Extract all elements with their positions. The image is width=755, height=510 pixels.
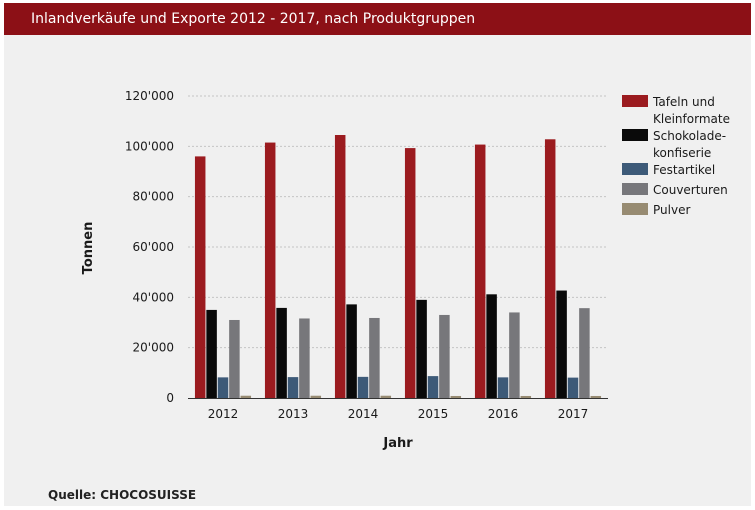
y-tick-label: 100'000 [125, 139, 174, 153]
bar-festartikel-2012 [217, 377, 229, 398]
bar-pulver-2017 [590, 395, 602, 398]
bar-festartikel-2016 [497, 377, 509, 398]
chart-panel [4, 3, 751, 506]
legend-item: Schokolade-konfiserie [622, 129, 726, 160]
y-tick-label: 80'000 [133, 190, 174, 204]
legend-label: Pulver [653, 203, 690, 217]
x-axis-ticks: 2012 2013 2014 2015 2016 2017 [208, 407, 589, 421]
bar-couverturen-2016 [509, 312, 520, 398]
y-axis-label: Tonnen [81, 222, 96, 275]
legend-swatch [622, 95, 648, 107]
bar-festartikel-2015 [427, 376, 439, 398]
bar-festartikel-2014 [357, 376, 369, 398]
bar-schokolade-konfiserie-2014 [346, 304, 357, 398]
bar-schokolade-konfiserie-2013 [276, 307, 287, 398]
gridlines [188, 95, 608, 349]
x-tick-label: 2016 [488, 407, 519, 421]
bar-couverturen-2014 [369, 317, 380, 398]
legend-item: Tafeln und Kleinformate [622, 95, 730, 126]
legend-label: konfiserie [653, 146, 711, 160]
legend-swatch [622, 183, 648, 195]
x-tick-label: 2015 [418, 407, 449, 421]
legend-swatch [622, 163, 648, 175]
y-tick-label: 120'000 [125, 89, 174, 103]
bar-tafeln-und-kleinformate-2012 [194, 156, 206, 398]
y-tick-label: 40'000 [133, 290, 174, 304]
legend-label: Kleinformate [653, 112, 730, 126]
chart-header: Inlandverkäufe und Exporte 2012 - 2017, … [4, 3, 751, 35]
chart-title: Inlandverkäufe und Exporte 2012 - 2017, … [31, 11, 476, 27]
legend-swatch [622, 129, 648, 141]
bar-pulver-2013 [310, 395, 322, 398]
bar-couverturen-2015 [439, 314, 450, 398]
bar-pulver-2015 [450, 395, 462, 398]
bar-schokolade-konfiserie-2016 [486, 294, 497, 398]
bar-tafeln-und-kleinformate-2014 [334, 135, 346, 398]
bar-festartikel-2017 [567, 377, 579, 398]
bar-pulver-2016 [520, 395, 532, 398]
legend-swatch [622, 203, 648, 215]
bar-tafeln-und-kleinformate-2016 [474, 144, 486, 398]
x-axis-label: Jahr [382, 436, 413, 451]
bar-couverturen-2017 [579, 308, 590, 398]
legend: Tafeln und Kleinformate Schokolade-konfise… [622, 95, 730, 217]
x-tick-label: 2017 [558, 407, 589, 421]
bar-schokolade-konfiserie-2012 [206, 309, 217, 398]
bar-couverturen-2013 [299, 318, 310, 398]
source-note: Quelle: CHOCOSUISSE [48, 488, 197, 502]
legend-label: Festartikel [653, 163, 715, 177]
bar-tafeln-und-kleinformate-2017 [544, 139, 556, 398]
y-tick-label: 20'000 [133, 341, 174, 355]
legend-label: Schokolade- [653, 129, 726, 143]
bar-schokolade-konfiserie-2017 [556, 290, 567, 398]
legend-item: Pulver [622, 203, 690, 217]
x-tick-label: 2014 [348, 407, 379, 421]
bar-festartikel-2013 [287, 377, 299, 398]
bar-tafeln-und-kleinformate-2013 [264, 142, 276, 398]
bar-schokolade-konfiserie-2015 [416, 299, 427, 398]
legend-label: Couverturen [653, 183, 728, 197]
bar-pulver-2012 [240, 395, 252, 398]
x-tick-label: 2013 [278, 407, 309, 421]
legend-item: Festartikel [622, 163, 715, 177]
bar-couverturen-2012 [229, 319, 240, 398]
legend-label: Tafeln und [652, 95, 715, 109]
y-tick-label: 0 [166, 391, 174, 405]
x-tick-label: 2012 [208, 407, 239, 421]
y-tick-label: 60'000 [133, 240, 174, 254]
bar-tafeln-und-kleinformate-2015 [404, 148, 416, 398]
bar-pulver-2014 [380, 395, 392, 398]
bars [194, 135, 602, 398]
y-axis-ticks: 0 20'000 40'000 60'000 80'000 100'000 120'000 [125, 89, 174, 405]
legend-item: Couverturen [622, 183, 728, 197]
